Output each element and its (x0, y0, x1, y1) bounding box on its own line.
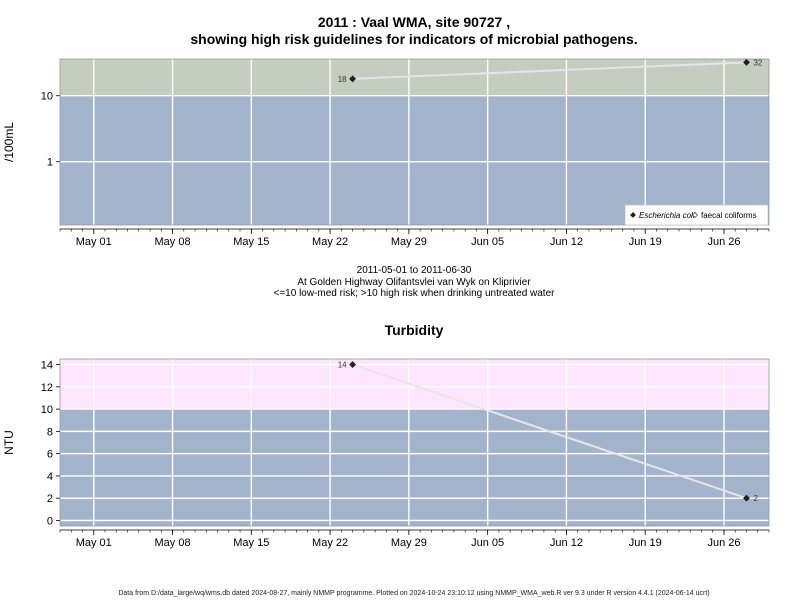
data-point-marker (349, 361, 357, 369)
y-tick-label: 14 (41, 360, 53, 372)
high-risk-band (60, 359, 769, 410)
y-axis-label: /100mL (2, 122, 16, 162)
ecoli-panel: 1 10/100mL May 01 May 08 May 15 May 22 May 29 J… (2, 58, 770, 248)
data-point-marker (349, 75, 357, 83)
footer-note: Data from D:/data_large/wq/wms.db dated … (118, 590, 709, 597)
data-point-marker (742, 494, 751, 502)
y-tick-label: 1 (47, 157, 53, 169)
x-tick-label: Jun 12 (550, 537, 583, 549)
main-title-line2: showing high risk guidelines for indicat… (190, 31, 637, 47)
y-axis-label: NTU (2, 430, 16, 455)
data-point-marker (742, 58, 751, 66)
x-tick-label: May 29 (391, 236, 427, 248)
legend-label: faecal coliforms (701, 211, 757, 220)
y-tick-label: 10 (41, 404, 53, 416)
data-label: 32 (753, 58, 762, 67)
y-tick-label: 6 (47, 449, 53, 461)
x-tick-label: Jun 26 (707, 236, 740, 248)
y-tick-label: 12 (41, 382, 53, 394)
x-tick-label: Jun 05 (471, 537, 504, 549)
low-risk-band (60, 95, 769, 226)
low-risk-band (60, 409, 769, 526)
x-tick-label: Jun 05 (471, 236, 504, 248)
main-title-line1: 2011 : Vaal WMA, site 90727 , (318, 14, 510, 30)
x-tick-label: Jun 26 (707, 537, 740, 549)
x-tick-label: May 15 (233, 537, 269, 549)
y-tick-label: 8 (47, 426, 53, 438)
x-tick-label: May 08 (155, 236, 191, 248)
location-caption: At Golden Highway Olifantsvlei van Wyk o… (297, 277, 531, 288)
legend-label: Escherichia coli (639, 211, 695, 220)
x-tick-label: May 22 (312, 236, 348, 248)
risk-note-caption: <=10 low-med risk; >10 high risk when dr… (274, 288, 556, 299)
x-tick-label: May 22 (312, 537, 348, 549)
data-label: 18 (338, 75, 347, 84)
x-tick-label: May 15 (233, 236, 269, 248)
high-risk-band (60, 59, 769, 96)
plot-frame (59, 358, 770, 527)
x-tick-label: May 08 (155, 537, 191, 549)
x-tick-label: May 29 (391, 537, 427, 549)
y-tick-label: 0 (47, 515, 53, 527)
legend-marker (630, 212, 636, 218)
series-line (352, 363, 747, 500)
y-tick-label: 2 (47, 493, 53, 505)
series-line (352, 61, 747, 80)
y-tick-label: 10 (41, 91, 53, 103)
plot-frame (59, 58, 770, 226)
x-tick-label: Jun 12 (550, 236, 583, 248)
x-tick-label: Jun 19 (629, 537, 662, 549)
data-label: 14 (338, 361, 347, 370)
data-label: 2 (753, 494, 758, 503)
date-range-caption: 2011-05-01 to 2011-06-30 (357, 265, 472, 276)
x-tick-label: Jun 19 (629, 236, 662, 248)
panel-title: Turbidity (385, 322, 444, 338)
turbidity-panel: Turbidity 0 2 4 6 8 10 12 14 NTU May 01 May 08 May 1… (2, 322, 770, 549)
x-tick-label: May 01 (76, 236, 112, 248)
legend-marker (692, 212, 698, 218)
x-tick-label: May 01 (76, 537, 112, 549)
y-tick-label: 4 (47, 471, 53, 483)
